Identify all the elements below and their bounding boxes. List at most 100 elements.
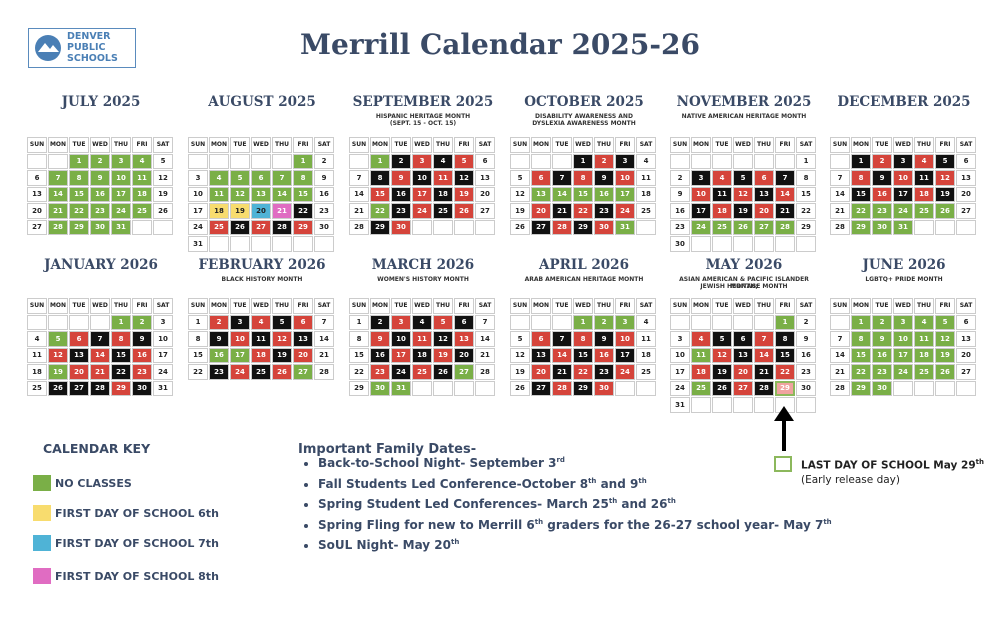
day-cell: 13: [956, 331, 976, 347]
day-cell: 1: [775, 314, 795, 330]
day-cell: 30: [370, 380, 390, 396]
day-cell: 7: [754, 331, 774, 347]
last-day-note: (Early release day): [801, 474, 900, 486]
day-cell: 21: [90, 364, 110, 380]
day-cell: 25: [712, 219, 732, 235]
day-cell: 30: [594, 380, 614, 396]
day-cell: 3: [893, 314, 913, 330]
day-cell: 6: [454, 314, 474, 330]
weekday: SAT: [796, 137, 816, 153]
day-cell: 6: [956, 153, 976, 169]
text-part: LAST DAY OF SCHOOL May 29: [801, 459, 976, 472]
day-cell: 22: [188, 364, 208, 380]
day-cell: 13: [475, 170, 495, 186]
day-cell: 1: [111, 314, 131, 330]
day-cell: 26: [433, 364, 453, 380]
month: MAY 2026 ASIAN AMERICAN & PACIFIC ISLANDE…: [670, 257, 818, 427]
weekday: FRI: [293, 298, 313, 314]
day-cell: 19: [733, 203, 753, 219]
day-cell: 12: [733, 186, 753, 202]
day-cell: 10: [188, 186, 208, 202]
empty-cell: [830, 153, 850, 169]
day-cell: 6: [69, 331, 89, 347]
day-cell: 10: [670, 347, 690, 363]
day-cell: 18: [27, 364, 47, 380]
day-cell: 5: [433, 314, 453, 330]
day-cell: 19: [712, 364, 732, 380]
day-cell: 10: [615, 170, 635, 186]
day-cell: 5: [510, 170, 530, 186]
month: MARCH 2026 WOMEN'S HISTORY MONTH SUN MON TUE…: [349, 257, 497, 427]
day-cell: 11: [636, 331, 656, 347]
day-cell: 19: [454, 186, 474, 202]
day-cell: 17: [615, 186, 635, 202]
weekday: SAT: [956, 137, 976, 153]
weekday: TUE: [391, 298, 411, 314]
day-cell: 4: [209, 170, 229, 186]
key-label: FIRST DAY OF SCHOOL 8th: [55, 570, 219, 583]
day-cell: 15: [370, 186, 390, 202]
empty-cell: [90, 314, 110, 330]
day-cell: 2: [594, 314, 614, 330]
key-label: NO CLASSES: [55, 477, 132, 490]
day-cell: 18: [914, 347, 934, 363]
day-cell: 25: [412, 364, 432, 380]
month-subtitle: WOMEN'S HISTORY MONTH: [377, 276, 469, 283]
day-cell: 30: [670, 236, 690, 252]
day-cell: 2: [796, 314, 816, 330]
day-cell: 7: [349, 170, 369, 186]
day-cell: 8: [851, 331, 871, 347]
day-cell: 10: [391, 331, 411, 347]
day-cell: 16: [872, 186, 892, 202]
day-cell: 16: [872, 347, 892, 363]
day-cell: 19: [272, 347, 292, 363]
empty-cell: [251, 236, 271, 252]
day-cell: 1: [293, 153, 313, 169]
day-cell: 9: [872, 331, 892, 347]
day-cell: 22: [293, 203, 313, 219]
day-cell: 12: [153, 170, 173, 186]
day-cell: 20: [69, 364, 89, 380]
empty-cell: [636, 219, 656, 235]
day-cell: 26: [510, 380, 530, 396]
dates-title: Important Family Dates-: [298, 442, 477, 457]
day-cell: 29: [851, 380, 871, 396]
day-cell: 25: [914, 203, 934, 219]
day-cell: 1: [573, 314, 593, 330]
day-cell: 15: [851, 186, 871, 202]
day-cell: 25: [433, 203, 453, 219]
weekday: SAT: [314, 137, 334, 153]
day-cell: 7: [552, 331, 572, 347]
day-cell: 11: [251, 331, 271, 347]
day-cell: 3: [615, 314, 635, 330]
day-cell: 14: [48, 186, 68, 202]
weekday: FRI: [775, 298, 795, 314]
weekday: THU: [272, 137, 292, 153]
text-part: and 26: [617, 497, 668, 511]
text-part: th: [534, 517, 544, 526]
day-cell: 29: [370, 219, 390, 235]
day-cell: 21: [552, 364, 572, 380]
day-cell: 14: [552, 186, 572, 202]
day-cell: 5: [935, 153, 955, 169]
day-cell: 22: [370, 203, 390, 219]
empty-cell: [956, 219, 976, 235]
day-cell: 26: [230, 219, 250, 235]
weekday: MON: [531, 137, 551, 153]
day-cell: 22: [69, 203, 89, 219]
empty-cell: [552, 153, 572, 169]
day-cell: 14: [775, 186, 795, 202]
weekday: WED: [573, 298, 593, 314]
day-cell: 27: [956, 203, 976, 219]
empty-cell: [691, 153, 711, 169]
day-cell: 21: [314, 347, 334, 363]
weekday: FRI: [454, 298, 474, 314]
month-name: APRIL 2026: [539, 257, 629, 273]
day-cell: 30: [796, 380, 816, 396]
day-cell: 6: [27, 170, 47, 186]
day-cell: 21: [830, 203, 850, 219]
weekday: SUN: [349, 298, 369, 314]
day-cell: 9: [670, 186, 690, 202]
day-cell: 29: [796, 219, 816, 235]
day-cell: 3: [412, 153, 432, 169]
